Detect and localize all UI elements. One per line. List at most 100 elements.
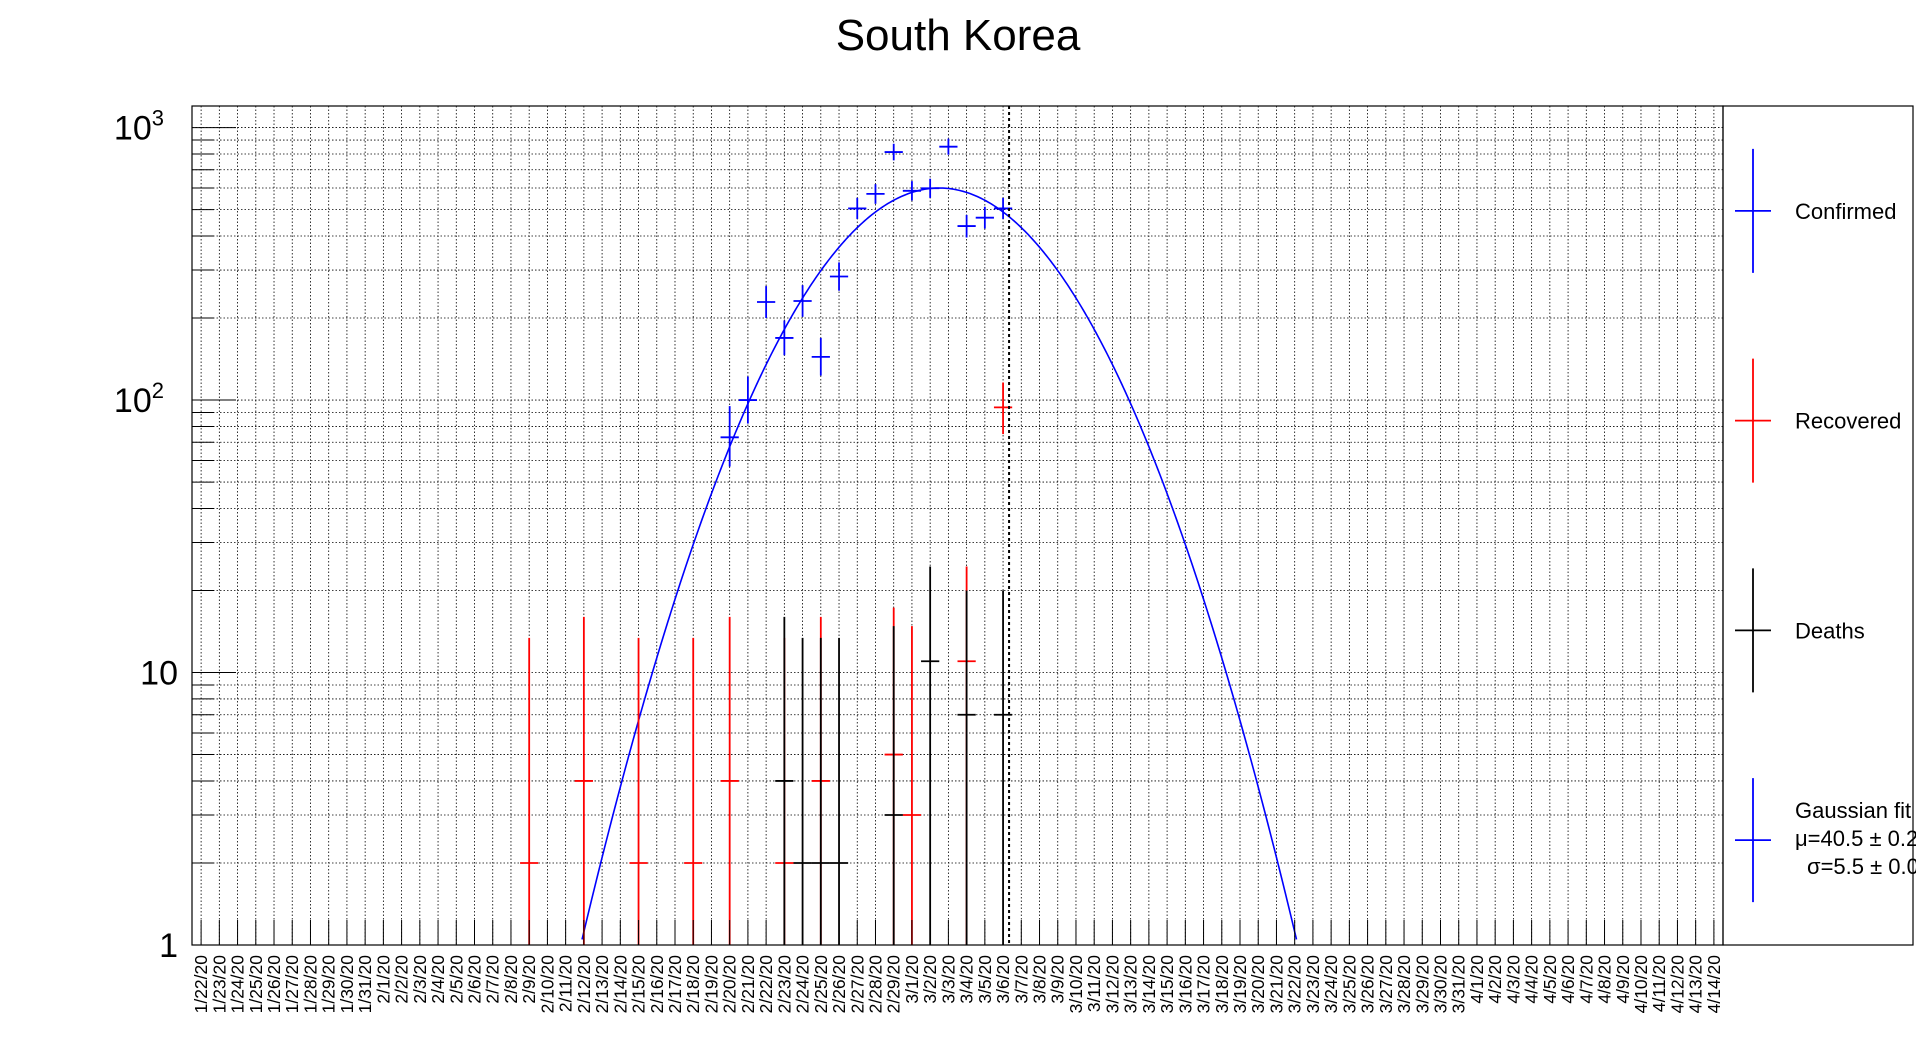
y-tick-label: 10 [140, 655, 178, 693]
x-tick-label: 4/1/20 [1467, 955, 1487, 1004]
x-tick-label: 3/19/20 [1230, 955, 1250, 1014]
x-tick-label: 3/16/20 [1175, 955, 1195, 1014]
x-tick-label: 3/4/20 [957, 955, 977, 1004]
x-tick-label: 2/2/20 [392, 955, 412, 1004]
x-tick-label: 3/15/20 [1157, 955, 1177, 1014]
legend-label: Confirmed [1795, 199, 1896, 224]
x-tick-label: 2/8/20 [501, 955, 521, 1004]
x-tick-label: 2/5/20 [446, 955, 466, 1004]
confirmed-point [848, 197, 867, 219]
x-tick-label: 4/11/20 [1649, 955, 1669, 1012]
confirmed-point [975, 206, 994, 229]
x-tick-label: 2/25/20 [811, 955, 831, 1014]
fit-curve [581, 187, 1298, 940]
fit-layer [581, 187, 1298, 940]
x-tick-label: 4/5/20 [1540, 955, 1560, 1004]
x-tick-label: 3/7/20 [1011, 955, 1031, 1004]
x-tick-label: 3/31/20 [1449, 955, 1469, 1014]
recovered-point [720, 616, 739, 945]
x-tick-label: 2/17/20 [665, 955, 685, 1014]
x-tick-label: 2/13/20 [592, 955, 612, 1014]
chart-title: South Korea [836, 11, 1081, 60]
x-tick-label: 3/27/20 [1376, 955, 1396, 1014]
x-tick-label: 2/21/20 [738, 955, 758, 1014]
x-tick-label: 2/29/20 [884, 955, 904, 1014]
x-tick-label: 1/22/20 [191, 955, 211, 1014]
x-tick-label: 4/2/20 [1485, 955, 1505, 1004]
x-tick-label: 2/23/20 [774, 955, 794, 1014]
x-tick-label: 1/23/20 [209, 955, 229, 1014]
fit-mu-label: μ=40.5 ± 0.2 [1795, 826, 1916, 851]
x-tick-label: 3/13/20 [1121, 955, 1141, 1014]
recovered-point [684, 637, 703, 945]
deaths-point [921, 566, 940, 945]
x-tick-label: 3/2/20 [920, 955, 940, 1004]
confirmed-point [775, 320, 794, 356]
x-tick-label: 2/19/20 [701, 955, 721, 1014]
legend: Confirmed Recovered Deaths Gaussian fit μ=40… [1735, 148, 1916, 903]
confirmed-point [738, 376, 758, 424]
x-tick-label: 3/28/20 [1394, 955, 1414, 1014]
confirmed-point [939, 138, 958, 155]
x-tick-label: 2/22/20 [756, 955, 776, 1014]
x-tick-label: 3/20/20 [1248, 955, 1268, 1014]
x-tick-label: 2/4/20 [428, 955, 448, 1004]
legend-entry-confirmed: Confirmed [1735, 148, 1896, 273]
deaths-point [884, 626, 903, 945]
plot-frame [191, 105, 1724, 946]
confirmed-point [866, 184, 885, 204]
x-tick-label: 3/26/20 [1358, 955, 1378, 1014]
x-tick-label: 3/24/20 [1321, 955, 1341, 1014]
recovered-point [520, 637, 539, 945]
x-tick-label: 1/25/20 [246, 955, 266, 1014]
x-tick-label: 3/8/20 [1030, 955, 1050, 1004]
legend-label: Gaussian fit [1795, 798, 1911, 823]
x-tick-label: 4/14/20 [1704, 955, 1724, 1014]
x-tick-label: 2/11/20 [556, 955, 576, 1012]
grid [192, 106, 1723, 945]
x-tick-label: 1/27/20 [282, 955, 302, 1014]
x-tick-label: 1/26/20 [264, 955, 284, 1014]
axes: 1101021031/22/201/23/201/24/201/25/201/2… [114, 105, 1914, 1014]
x-tick-label: 3/9/20 [1048, 955, 1068, 1004]
x-tick-label: 2/7/20 [483, 955, 503, 1004]
x-tick-label: 4/6/20 [1558, 955, 1578, 1004]
legend-entry-deaths: Deaths [1735, 568, 1865, 693]
x-tick-label: 2/3/20 [410, 955, 430, 1004]
x-tick-label: 3/17/20 [1194, 955, 1214, 1014]
x-tick-label: 2/1/20 [373, 955, 393, 1004]
deaths-point [775, 616, 794, 945]
confirmed-point [957, 214, 976, 238]
x-tick-label: 1/31/20 [355, 955, 375, 1014]
x-tick-label: 2/16/20 [647, 955, 667, 1014]
confirmed-point [921, 178, 940, 198]
x-tick-label: 2/28/20 [865, 955, 885, 1014]
y-tick-label: 102 [114, 378, 164, 420]
x-tick-label: 4/7/20 [1576, 955, 1596, 1004]
confirmed-point [720, 406, 739, 467]
x-tick-label: 2/18/20 [683, 955, 703, 1014]
points-layer [520, 138, 1013, 945]
deaths-point [957, 590, 976, 945]
deaths-point [811, 637, 830, 945]
deaths-point [829, 637, 849, 945]
confirmed-point [757, 286, 776, 319]
confirmed-point [811, 337, 830, 376]
x-tick-label: 2/9/20 [519, 955, 539, 1004]
confirmed-point [829, 262, 849, 291]
x-tick-label: 3/30/20 [1430, 955, 1450, 1014]
x-tick-label: 1/29/20 [319, 955, 339, 1014]
x-tick-label: 3/25/20 [1339, 955, 1359, 1014]
recovered-point [574, 616, 593, 945]
x-tick-label: 3/22/20 [1285, 955, 1305, 1014]
x-tick-label: 1/24/20 [228, 955, 248, 1014]
legend-entry-recovered: Recovered [1735, 358, 1901, 483]
legend-label: Deaths [1795, 618, 1865, 643]
deaths-point [793, 637, 812, 945]
legend-frame [1722, 105, 1914, 946]
x-tick-label: 3/12/20 [1102, 955, 1122, 1014]
x-tick-label: 3/5/20 [975, 955, 995, 1004]
confirmed-point [902, 181, 922, 201]
x-tick-label: 3/21/20 [1266, 955, 1286, 1014]
